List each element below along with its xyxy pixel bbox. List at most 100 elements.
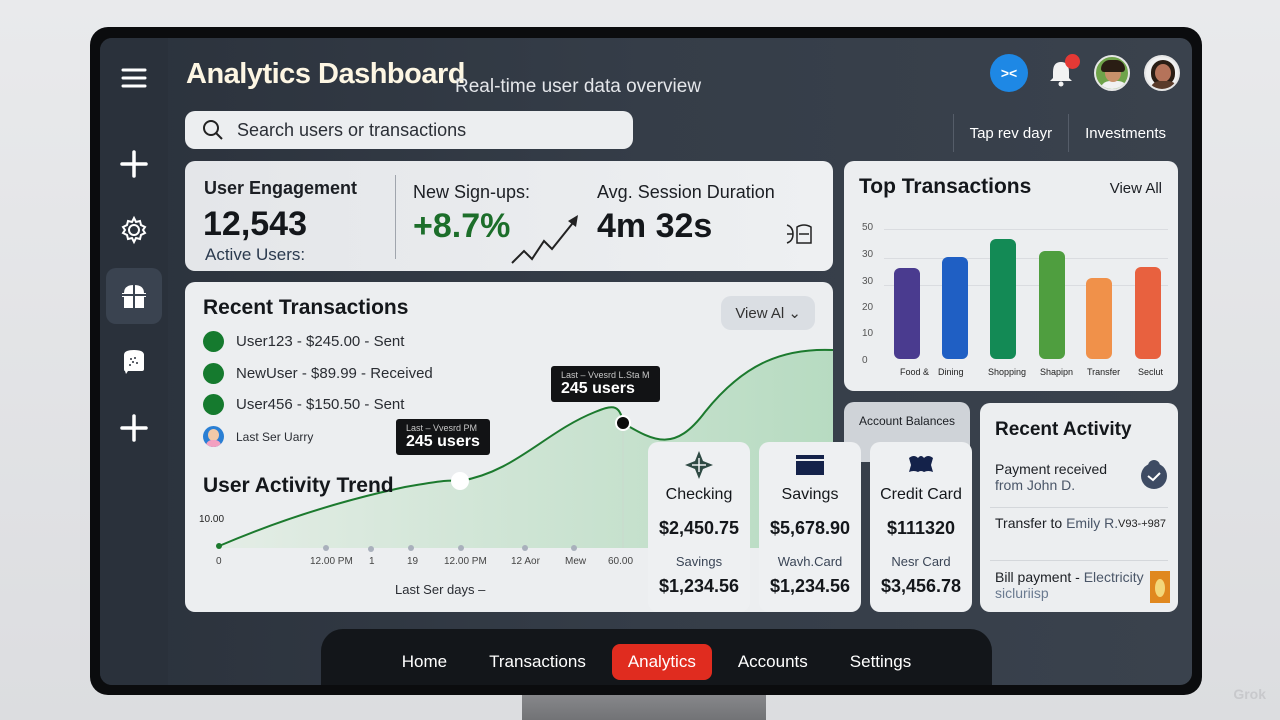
activity-item[interactable]: Transfer to Emily R. bbox=[995, 515, 1167, 531]
bar-food[interactable] bbox=[894, 268, 920, 359]
sub-account-amount: $3,456.78 bbox=[880, 576, 962, 596]
session-value: 4m 32s bbox=[597, 207, 713, 245]
recent-transactions-title: Recent Transactions bbox=[203, 296, 409, 319]
header-actions: >< bbox=[990, 54, 1180, 92]
page-subtitle: Real-time user data overview bbox=[455, 76, 702, 97]
activity-tertiary: sicluriisp bbox=[995, 585, 1049, 601]
x-tick: 60.00 bbox=[608, 556, 634, 567]
plus-icon bbox=[120, 414, 148, 442]
bar-seclut[interactable] bbox=[1135, 267, 1161, 359]
menu-button[interactable] bbox=[106, 50, 162, 106]
transaction-text: Last Ser Uarry bbox=[236, 429, 314, 444]
tooltip-label: Last – Vvesrd L.Sta M bbox=[561, 370, 650, 380]
checking-icon bbox=[685, 451, 713, 479]
x-tick: Dining bbox=[938, 367, 964, 377]
x-axis-title: Last Ser days – bbox=[395, 582, 486, 597]
bar-dining[interactable] bbox=[942, 257, 968, 359]
account-card-credit[interactable]: Credit Card $111320 Nesr Card $3,456.78 bbox=[870, 442, 972, 612]
nav-analytics[interactable]: Analytics bbox=[611, 644, 712, 680]
y-tick: 20 bbox=[862, 302, 874, 313]
gear-icon bbox=[121, 215, 147, 245]
y-tick: 10 bbox=[862, 328, 874, 339]
transaction-row[interactable]: User123 - $245.00 - Sent bbox=[203, 331, 404, 352]
transaction-row[interactable]: Last Ser Uarry bbox=[203, 426, 313, 447]
x-tick: Shopping bbox=[988, 367, 1027, 377]
nav-accounts[interactable]: Accounts bbox=[737, 652, 808, 671]
bar-shapipn[interactable] bbox=[1039, 251, 1065, 359]
top-transactions-title: Top Transactions bbox=[859, 175, 1032, 198]
x-tick: Shapipn bbox=[1040, 367, 1074, 377]
account-balances-title: Account Balances bbox=[859, 414, 956, 428]
y-axis-label: 10.00 bbox=[199, 514, 225, 525]
account-card-checking[interactable]: Checking $2,450.75 Savings $1,234.56 bbox=[648, 442, 750, 612]
header-tabs: Tap rev dayr Investments bbox=[952, 114, 1182, 152]
engagement-label: User Engagement bbox=[204, 178, 358, 198]
x-tick: 0 bbox=[216, 556, 222, 567]
activity-item[interactable]: Bill payment - Electricity sicluriisp bbox=[995, 569, 1145, 601]
view-all-link[interactable]: View All bbox=[1109, 180, 1162, 197]
avatar-user-2[interactable] bbox=[1144, 55, 1180, 91]
y-tick: 0 bbox=[862, 355, 868, 366]
tooltip-value: 245 users bbox=[406, 433, 480, 450]
chat-button[interactable] bbox=[106, 334, 162, 390]
credit-card-icon bbox=[909, 456, 933, 472]
payment-received-icon bbox=[1141, 460, 1167, 489]
recent-activity-card: Recent Activity Payment received from Jo… bbox=[980, 403, 1178, 612]
sub-account-amount: $1,234.56 bbox=[769, 576, 851, 596]
add-button-2[interactable] bbox=[106, 400, 162, 456]
account-name: Credit Card bbox=[880, 486, 962, 503]
status-dot bbox=[203, 394, 224, 415]
add-button[interactable] bbox=[106, 136, 162, 192]
x-tick: 1 bbox=[369, 556, 375, 567]
tab-tap-rev-day[interactable]: Tap rev dayr bbox=[952, 114, 1069, 152]
nav-transactions[interactable]: Transactions bbox=[489, 652, 586, 671]
x-tick: 12.00 PM bbox=[310, 556, 353, 567]
x-tick: Mew bbox=[565, 556, 587, 567]
settings-button[interactable] bbox=[106, 202, 162, 258]
page-title: Analytics Dashboard bbox=[186, 58, 465, 90]
account-name: Savings bbox=[781, 486, 839, 503]
trend-up-icon bbox=[511, 215, 578, 264]
watermark: Grok bbox=[1233, 686, 1266, 702]
avatar-user-1[interactable] bbox=[1094, 55, 1130, 91]
activity-trend-title: User Activity Trend bbox=[203, 474, 394, 497]
top-transactions-card: Top Transactions View All 50 30 30 20 10… bbox=[844, 161, 1178, 391]
activity-primary: Payment received bbox=[995, 461, 1108, 477]
transaction-row[interactable]: User456 - $150.50 - Sent bbox=[203, 394, 404, 415]
bottom-navigation: Home Transactions Analytics Accounts Set… bbox=[321, 629, 992, 685]
nav-settings[interactable]: Settings bbox=[849, 652, 912, 671]
bar-shopping[interactable] bbox=[990, 239, 1016, 359]
chat-icon bbox=[124, 350, 144, 374]
dashboard-icon bbox=[122, 285, 146, 308]
signups-value: +8.7% bbox=[413, 207, 511, 245]
activity-primary: Bill payment - bbox=[995, 569, 1080, 585]
dashboard-button[interactable] bbox=[106, 268, 162, 324]
view-all-label: View Al bbox=[735, 305, 785, 322]
transaction-text: User456 - $150.50 - Sent bbox=[236, 396, 405, 413]
collapse-button[interactable]: >< bbox=[990, 54, 1028, 92]
transaction-row[interactable]: NewUser - $89.99 - Received bbox=[203, 363, 433, 384]
dashboard-screen: Analytics Dashboard Real-time user data … bbox=[100, 38, 1192, 685]
notifications-button[interactable] bbox=[1042, 54, 1080, 92]
transaction-text: User123 - $245.00 - Sent bbox=[236, 333, 405, 350]
status-dot bbox=[203, 363, 224, 384]
nav-home[interactable]: Home bbox=[401, 652, 448, 671]
engagement-sub: Active Users: bbox=[205, 245, 306, 264]
tab-investments[interactable]: Investments bbox=[1068, 114, 1182, 152]
view-all-transactions-button[interactable]: View Al ⌄ bbox=[721, 296, 815, 330]
menu-icon bbox=[121, 68, 147, 88]
activity-item[interactable]: Payment received from John D. bbox=[995, 461, 1167, 493]
notification-badge bbox=[1065, 54, 1080, 69]
bill-icon bbox=[1150, 571, 1170, 603]
user-avatar-icon bbox=[203, 426, 224, 447]
bar-transfer[interactable] bbox=[1086, 278, 1112, 359]
search-input[interactable]: Search users or transactions bbox=[185, 111, 633, 149]
account-card-savings[interactable]: Savings $5,678.90 Wavh.Card $1,234.56 bbox=[759, 442, 861, 612]
divider bbox=[990, 507, 1168, 508]
sub-account-name: Savings bbox=[675, 554, 723, 569]
avatar-hair bbox=[1101, 60, 1125, 72]
gridline bbox=[884, 285, 1168, 286]
activity-amount: V93-+987 bbox=[1117, 518, 1166, 530]
gridline bbox=[884, 258, 1168, 259]
x-tick: Transfer bbox=[1087, 367, 1121, 377]
